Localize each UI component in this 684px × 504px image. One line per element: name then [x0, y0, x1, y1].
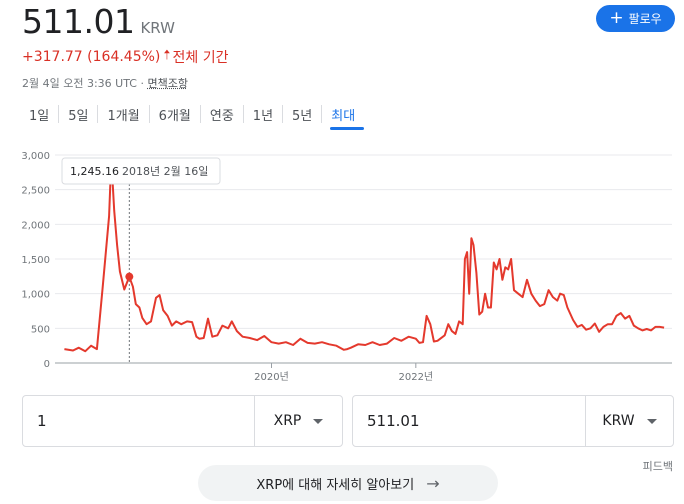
y-tick-label: 500	[31, 324, 50, 335]
y-tick-label: 2,000	[21, 220, 50, 231]
dropdown-caret-icon	[313, 418, 324, 424]
tab-divider	[242, 105, 244, 123]
tab-divider	[148, 105, 150, 123]
chart-grid	[55, 154, 672, 364]
price-header: 511.01 KRW	[22, 2, 175, 41]
tooltip-value: 1,245.16	[70, 165, 119, 178]
tab-1d[interactable]: 1일	[29, 109, 50, 124]
hover-point	[125, 272, 134, 281]
tooltip-date: 2018년 2월 16일	[122, 164, 208, 178]
x-tick-label: 2020년	[254, 371, 289, 383]
learn-more-label: XRP에 대해 자세히 알아보기	[256, 477, 415, 493]
y-axis-ticks: 3,000 2,500 2,000 1,500 1,000 500 0	[21, 151, 50, 370]
tab-divider	[97, 105, 99, 123]
y-tick-label: 1,500	[21, 255, 50, 266]
range-tabs: 1일 5일 1개월 6개월 연중 1년 5년 최대	[20, 101, 365, 135]
feedback-link[interactable]: 피드백	[642, 460, 673, 473]
from-converter: XRP	[22, 395, 343, 447]
arrow-right-icon: →	[426, 473, 440, 493]
tab-divider	[58, 105, 60, 123]
disclaimer-link[interactable]: 면책조항	[147, 77, 188, 90]
from-currency-label: XRP	[273, 413, 302, 429]
timestamp-row: 2월 4일 오전 3:36 UTC · 면책조항	[22, 75, 188, 91]
dropdown-caret-icon	[646, 418, 657, 424]
y-tick-label: 3,000	[21, 151, 50, 162]
change-value: +317.77 (164.45%)	[22, 49, 161, 65]
tooltip-box	[61, 157, 221, 185]
to-currency-select[interactable]: KRW	[585, 396, 673, 446]
tab-max[interactable]: 최대	[322, 101, 365, 135]
currency-code: KRW	[140, 19, 175, 37]
tab-ytd[interactable]: 연중	[209, 109, 234, 124]
arrow-up-icon: 🠡	[163, 48, 171, 63]
tab-divider	[321, 105, 323, 123]
tab-5y[interactable]: 5년	[292, 109, 313, 124]
to-amount-input[interactable]	[353, 396, 585, 446]
follow-button[interactable]: + 팔로우	[596, 5, 675, 32]
price-change: +317.77 (164.45%) 🠡 전체 기간	[22, 46, 229, 68]
current-price: 511.01	[22, 2, 135, 41]
tab-5d[interactable]: 5일	[68, 109, 89, 124]
y-tick-label: 1,000	[21, 290, 50, 301]
y-tick-label: 0	[44, 359, 50, 370]
from-amount-input[interactable]	[23, 396, 254, 446]
x-tick-label: 2022년	[398, 371, 433, 383]
follow-button-label: 팔로우	[628, 12, 662, 26]
plus-icon: +	[609, 8, 624, 28]
chart-tooltip: 1,245.16 2018년 2월 16일	[61, 157, 221, 185]
y-tick-label: 2,500	[21, 186, 50, 197]
price-chart[interactable]: 3,000 2,500 2,000 1,500 1,000 500 0 2020년 2022년…	[0, 140, 684, 385]
tab-1y[interactable]: 1년	[252, 109, 274, 124]
tab-divider	[199, 105, 201, 123]
tab-1m[interactable]: 1개월	[107, 109, 140, 124]
to-converter: KRW	[352, 395, 674, 447]
tab-6m[interactable]: 6개월	[158, 109, 191, 124]
tab-divider	[282, 105, 284, 123]
change-period: 전체 기간	[172, 50, 229, 66]
learn-more-button[interactable]: XRP에 대해 자세히 알아보기 →	[198, 465, 498, 501]
timestamp: 2월 4일 오전 3:36 UTC ·	[22, 77, 148, 90]
from-currency-select[interactable]: XRP	[254, 396, 342, 446]
to-currency-label: KRW	[602, 413, 635, 429]
price-line	[64, 157, 665, 353]
x-axis-ticks: 2020년 2022년	[254, 363, 433, 383]
